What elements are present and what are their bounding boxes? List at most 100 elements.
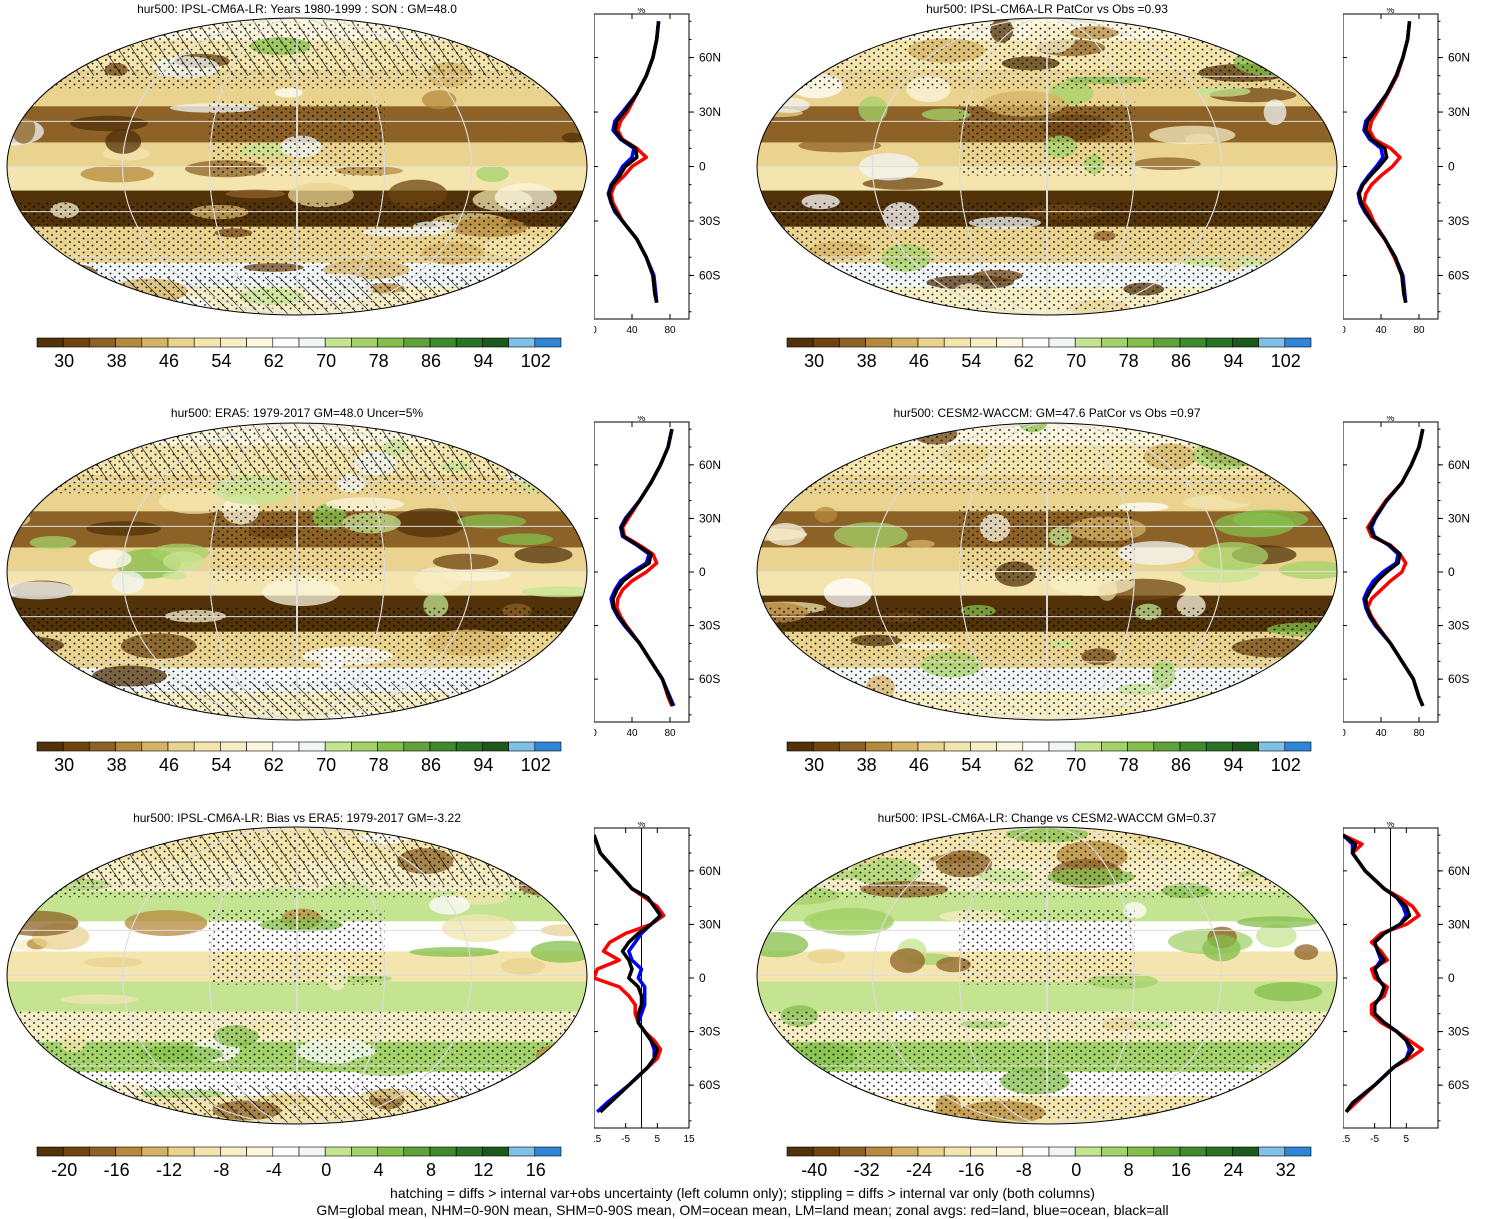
- colorbar-swatch: [455, 337, 483, 348]
- colorbar-swatch: [246, 741, 274, 752]
- zonal-lat-tick-label: 0: [699, 971, 706, 985]
- zonal-lat-tick-label: 60N: [699, 51, 721, 65]
- colorbar-swatch: [220, 741, 247, 752]
- colorbar-tick-label: 8: [426, 1160, 436, 1180]
- zonal-x-tick-label: 5: [1404, 1134, 1410, 1145]
- colorbar-swatch: [1048, 1146, 1076, 1157]
- zonal-ocean-line: [594, 834, 663, 1114]
- era5-climatology-title: hur500: ERA5: 1979-2017 GM=48.0 Uncer=5%: [170, 406, 424, 420]
- colorbar-tick-label: 32: [1276, 1160, 1296, 1180]
- colorbar-tick-label: 86: [421, 351, 441, 371]
- colorbar-swatch: [865, 741, 893, 752]
- colorbar-swatch: [429, 1146, 457, 1157]
- colorbar-swatch: [786, 741, 814, 752]
- era5-climatology-zonal-mean-plot: % 60N 30N 0 30S 60S 0 40 80: [594, 416, 721, 739]
- colorbar-swatch: [272, 1146, 300, 1157]
- zonal-lat-tick-label: 30N: [1448, 917, 1470, 931]
- colorbar-tick-label: 86: [1171, 755, 1191, 775]
- colorbar-swatch: [455, 1146, 483, 1157]
- colorbar-swatch: [1153, 337, 1181, 348]
- ipsl-change-zonal-mean-plot: % 60N 30N 0 30S 60S -15 -5 5: [1343, 822, 1470, 1145]
- colorbar-tick-label: 8: [1124, 1160, 1134, 1180]
- colorbar-tick-label: 46: [909, 351, 929, 371]
- zonal-land-line: [1362, 21, 1412, 304]
- colorbar-tick-label: 86: [421, 755, 441, 775]
- colorbar-swatch: [403, 741, 431, 752]
- zonal-lat-tick-label: 60N: [1448, 51, 1470, 65]
- colorbar-swatch: [298, 337, 326, 348]
- zonal-lat-tick-label: 30S: [1448, 1025, 1469, 1039]
- ipsl-change-map: [756, 826, 1338, 1125]
- zonal-x-tick-label: 5: [655, 1134, 661, 1145]
- colorbar-swatch: [812, 337, 840, 348]
- colorbar-tick-label: 70: [316, 755, 336, 775]
- colorbar-swatch: [351, 741, 378, 752]
- colorbar-tick-label: -16: [104, 1160, 130, 1180]
- colorbar-tick-label: 38: [857, 755, 877, 775]
- colorbar-tick-label: 38: [857, 351, 877, 371]
- colorbar-tick-label: 38: [107, 351, 127, 371]
- colorbar-swatch: [786, 337, 814, 348]
- ipsl-climatology-zonal-mean-plot: % 60N 30N 0 30S 60S 0 40 80: [594, 8, 721, 336]
- ipsl-change-colorbar: -40-32-24-16-80816243240: [786, 1146, 1312, 1180]
- colorbar-swatch: [377, 1146, 405, 1157]
- colorbar-swatch: [1205, 741, 1233, 752]
- colorbar-swatch: [141, 1146, 169, 1157]
- colorbar-tick-label: 46: [909, 755, 929, 775]
- colorbar-swatch: [1127, 337, 1155, 348]
- colorbar-swatch: [115, 1146, 143, 1157]
- zonal-x-tick-label: 0: [594, 325, 597, 336]
- zonal-lat-tick-label: 30S: [699, 1025, 720, 1039]
- colorbar-swatch: [1258, 337, 1286, 348]
- ipsl-patcor-title: hur500: IPSL-CM6A-LR PatCor vs Obs =0.93: [926, 2, 1168, 16]
- colorbar-swatch: [970, 337, 997, 348]
- colorbar-swatch: [324, 337, 352, 348]
- colorbar-swatch: [1101, 1146, 1128, 1157]
- colorbar-swatch: [891, 741, 919, 752]
- colorbar-swatch: [351, 1146, 378, 1157]
- colorbar-tick-label: 24: [1223, 1160, 1243, 1180]
- zonal-lat-tick-label: 60N: [1448, 458, 1470, 472]
- colorbar-swatch: [891, 337, 919, 348]
- zonal-lat-tick-label: 30S: [699, 619, 720, 633]
- ipsl-climatology-colorbar: 303846546270788694102110: [36, 337, 562, 371]
- zonal-x-tick-label: -15: [594, 1134, 602, 1145]
- zonal-lat-tick-label: 0: [1448, 565, 1455, 579]
- colorbar-tick-label: 94: [1223, 755, 1243, 775]
- colorbar-swatch: [246, 1146, 274, 1157]
- colorbar-tick-label: 94: [473, 351, 493, 371]
- colorbar-swatch: [1048, 337, 1076, 348]
- colorbar-tick-label: 94: [1223, 351, 1243, 371]
- colorbar-tick-label: 78: [369, 351, 389, 371]
- colorbar-swatch: [917, 337, 945, 348]
- colorbar-swatch: [865, 337, 893, 348]
- colorbar-swatch: [1022, 337, 1050, 348]
- colorbar-swatch: [917, 1146, 945, 1157]
- colorbar-swatch: [193, 337, 221, 348]
- zonal-lat-tick-label: 60N: [1448, 864, 1470, 878]
- colorbar-swatch: [1232, 337, 1259, 348]
- colorbar-tick-label: 94: [473, 755, 493, 775]
- colorbar-swatch: [534, 337, 562, 348]
- colorbar-swatch: [508, 741, 536, 752]
- colorbar-swatch: [1022, 741, 1050, 752]
- colorbar-tick-label: 70: [1066, 755, 1086, 775]
- colorbar-swatch: [115, 741, 143, 752]
- colorbar-swatch: [839, 337, 866, 348]
- colorbar-tick-label: 16: [526, 1160, 546, 1180]
- colorbar-swatch: [62, 1146, 90, 1157]
- colorbar-tick-label: 0: [321, 1160, 331, 1180]
- colorbar-swatch: [943, 741, 971, 752]
- zonal-x-tick-label: 40: [626, 728, 638, 739]
- ipsl-patcor-colorbar: 303846546270788694102110: [786, 337, 1312, 371]
- zonal-x-tick-label: 80: [664, 325, 676, 336]
- colorbar-tick-label: -24: [906, 1160, 932, 1180]
- zonal-unit-label: %: [1386, 8, 1394, 15]
- colorbar-swatch: [89, 337, 116, 348]
- colorbar-swatch: [1101, 337, 1128, 348]
- colorbar-swatch: [534, 1146, 562, 1157]
- colorbar-swatch: [1153, 1146, 1181, 1157]
- colorbar-tick-label: 78: [1119, 755, 1139, 775]
- colorbar-tick-label: 54: [961, 755, 981, 775]
- colorbar-swatch: [167, 337, 195, 348]
